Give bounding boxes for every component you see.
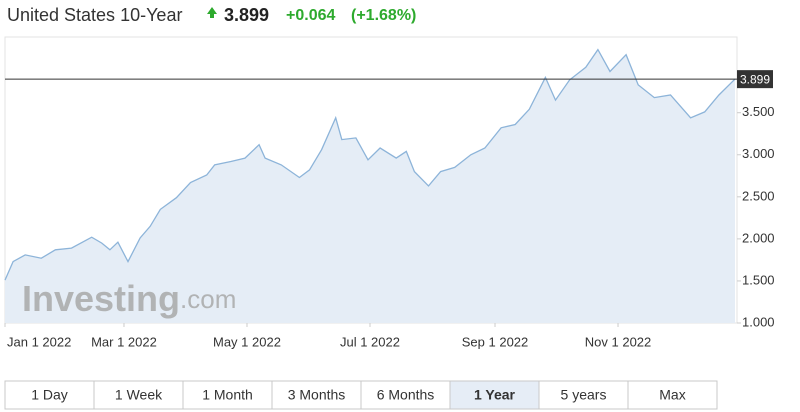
range-tab[interactable]: 1 Month [182, 380, 273, 410]
range-tab[interactable]: 3 Months [271, 380, 362, 410]
tab-label[interactable]: 5 years [561, 387, 607, 403]
tab-label[interactable]: 1 Year [474, 387, 516, 403]
tab-background [93, 380, 184, 410]
up-arrow [207, 7, 217, 18]
range-tab[interactable]: 1 Day [4, 380, 95, 410]
watermark-brand: Investing [22, 278, 180, 319]
y-tick-label: 3.000 [742, 146, 775, 161]
range-tabs: 1 Day 1 Week 1 Month 3 Months 6 Months 1 Year… [4, 380, 718, 410]
watermark: Investing.com [22, 278, 236, 319]
y-tick-label: 2.500 [742, 188, 775, 203]
tab-background [360, 380, 451, 410]
tab-background [271, 380, 362, 410]
x-tick-label: Jan 1 2022 [7, 334, 71, 349]
tab-background [4, 380, 95, 410]
price: 3.899 [224, 5, 269, 25]
reference-label: 3.899 [740, 72, 770, 86]
reference-label-box [737, 70, 773, 89]
tab-label[interactable]: 1 Month [202, 387, 253, 403]
watermark-suffix: .com [180, 284, 236, 314]
tab-label[interactable]: Max [659, 387, 685, 403]
line [4, 48, 736, 281]
tab-label[interactable]: 3 Months [288, 387, 346, 403]
range-tab[interactable]: 6 Months [360, 380, 451, 410]
x-tick-label: May 1 2022 [213, 334, 281, 349]
y-tick-label: 2.000 [742, 230, 775, 245]
x-tick-label: Sep 1 2022 [462, 334, 529, 349]
tab-background [627, 380, 718, 410]
y-tick-label: 3.500 [742, 104, 775, 119]
range-tab[interactable]: Max [627, 380, 718, 410]
plot: 1.000 1.500 2.000 2.500 3.000 3.500 Jan 1 2022… [4, 36, 775, 349]
range-tab[interactable]: 1 Year [449, 380, 540, 410]
tab-label[interactable]: 6 Months [377, 387, 435, 403]
y-tick-label: 1.000 [742, 314, 775, 329]
change: +0.064 [286, 7, 335, 24]
tab-label[interactable]: 1 Week [115, 387, 163, 403]
x-tick-label: Jul 1 2022 [340, 334, 400, 349]
x-tick-label: Nov 1 2022 [585, 334, 652, 349]
tab-background [182, 380, 273, 410]
tab-label[interactable]: 1 Day [31, 387, 68, 403]
y-tick-label: 1.500 [742, 272, 775, 287]
instrument-title: United States 10-Year [7, 5, 182, 25]
change-percent: (+1.68%) [351, 7, 416, 24]
area [5, 49, 735, 323]
range-tab[interactable]: 5 years [538, 380, 629, 410]
range-tab[interactable]: 1 Week [93, 380, 184, 410]
x-tick-label: Mar 1 2022 [91, 334, 157, 349]
